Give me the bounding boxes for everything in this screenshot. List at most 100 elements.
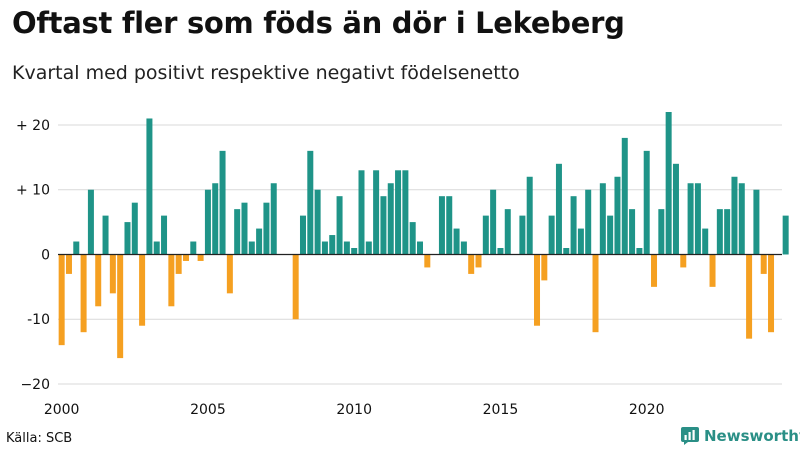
bar-positive <box>256 228 263 255</box>
bar-positive <box>490 189 497 255</box>
bar-positive <box>636 248 643 255</box>
bar-positive <box>124 222 131 255</box>
bar-positive <box>665 112 672 255</box>
bar-positive <box>373 170 380 255</box>
bar-negative <box>58 254 65 346</box>
bar-positive <box>614 176 621 255</box>
bar-positive <box>599 183 606 255</box>
bar-positive <box>658 209 665 255</box>
bar-positive <box>314 189 321 255</box>
bar-positive <box>504 209 511 255</box>
source-note: Källa: SCB <box>6 431 73 446</box>
y-tick-label: + 10 <box>16 183 50 199</box>
bar-negative <box>468 254 475 274</box>
bar-negative <box>226 254 233 294</box>
bar-positive <box>629 209 636 255</box>
bar-positive <box>219 150 226 255</box>
bar-negative <box>65 254 72 274</box>
bar-negative <box>709 254 716 287</box>
bar-positive <box>380 196 387 255</box>
bar-positive <box>270 183 277 255</box>
bar-negative <box>109 254 116 294</box>
bar-negative <box>175 254 182 274</box>
bar-negative <box>541 254 548 281</box>
bar-positive <box>643 150 650 255</box>
bar-positive <box>672 163 679 255</box>
bar-positive <box>453 228 460 255</box>
bar-positive <box>497 248 504 255</box>
bar-positive <box>438 196 445 255</box>
bar-positive <box>307 150 314 255</box>
bar-negative <box>592 254 599 333</box>
bar-positive <box>409 222 416 255</box>
x-tick-label: 2005 <box>190 402 226 418</box>
y-tick-label: 0 <box>41 247 50 263</box>
bar-positive <box>555 163 562 255</box>
bar-negative <box>182 254 189 261</box>
bar-positive <box>102 215 109 255</box>
bar-negative <box>292 254 299 320</box>
bar-positive <box>753 189 760 255</box>
bar-positive <box>563 248 570 255</box>
bar-positive <box>73 241 80 255</box>
bar-positive <box>212 183 219 255</box>
bar-positive <box>87 189 94 255</box>
bar-positive <box>263 202 270 255</box>
bar-positive <box>519 215 526 255</box>
bar-positive <box>782 215 789 255</box>
bar-positive <box>417 241 423 255</box>
bar-positive <box>299 215 306 255</box>
bar-positive <box>321 241 328 255</box>
bar-positive <box>241 202 248 255</box>
bar-positive <box>731 176 738 255</box>
x-tick-label: 2015 <box>483 402 519 418</box>
bar-negative <box>95 254 102 307</box>
gridlines <box>58 124 782 385</box>
x-tick-label: 2000 <box>44 402 80 418</box>
bar-positive <box>724 209 731 255</box>
x-tick-label: 2020 <box>629 402 665 418</box>
bar-positive <box>738 183 745 255</box>
bar-positive <box>131 202 138 255</box>
chart-subtitle: Kvartal med positivt respektive negativt… <box>12 62 520 84</box>
bar-negative <box>680 254 687 268</box>
bar-positive <box>548 215 555 255</box>
x-tick-label: 2010 <box>336 402 372 418</box>
bar-positive <box>482 215 489 255</box>
bar-negative <box>760 254 767 274</box>
brand-name: Newsworthy <box>704 427 800 445</box>
bar-positive <box>153 241 160 255</box>
bar-negative <box>534 254 541 326</box>
bar-negative <box>139 254 146 326</box>
bar-positive <box>526 176 533 255</box>
y-tick-label: + 20 <box>16 118 50 134</box>
bar-negative <box>117 254 124 359</box>
bar-positive <box>687 183 694 255</box>
bar-positive <box>716 209 723 255</box>
bar-positive <box>446 196 453 255</box>
bar-negative <box>424 254 431 268</box>
bar-positive <box>395 170 402 255</box>
bar-positive <box>146 118 153 255</box>
bar-positive <box>204 189 211 255</box>
bar-positive <box>343 241 350 255</box>
newsworthy-logo-icon <box>681 427 699 445</box>
chart-title: Oftast fler som föds än dör i Lekeberg <box>12 6 625 40</box>
bar-positive <box>329 235 336 255</box>
bar-positive <box>336 196 343 255</box>
bar-positive <box>460 241 467 255</box>
bar-positive <box>402 170 409 255</box>
bar-positive <box>702 228 709 255</box>
bars <box>58 112 789 359</box>
y-tick-label: -10 <box>27 312 50 328</box>
bar-positive <box>234 209 241 255</box>
y-tick-label: −20 <box>20 377 50 393</box>
bar-negative <box>475 254 482 268</box>
bar-positive <box>358 170 365 255</box>
bar-positive <box>351 248 358 255</box>
bar-positive <box>161 215 168 255</box>
bar-positive <box>387 183 394 255</box>
bar-positive <box>694 183 701 255</box>
bar-positive <box>607 215 614 255</box>
bar-negative <box>80 254 87 333</box>
